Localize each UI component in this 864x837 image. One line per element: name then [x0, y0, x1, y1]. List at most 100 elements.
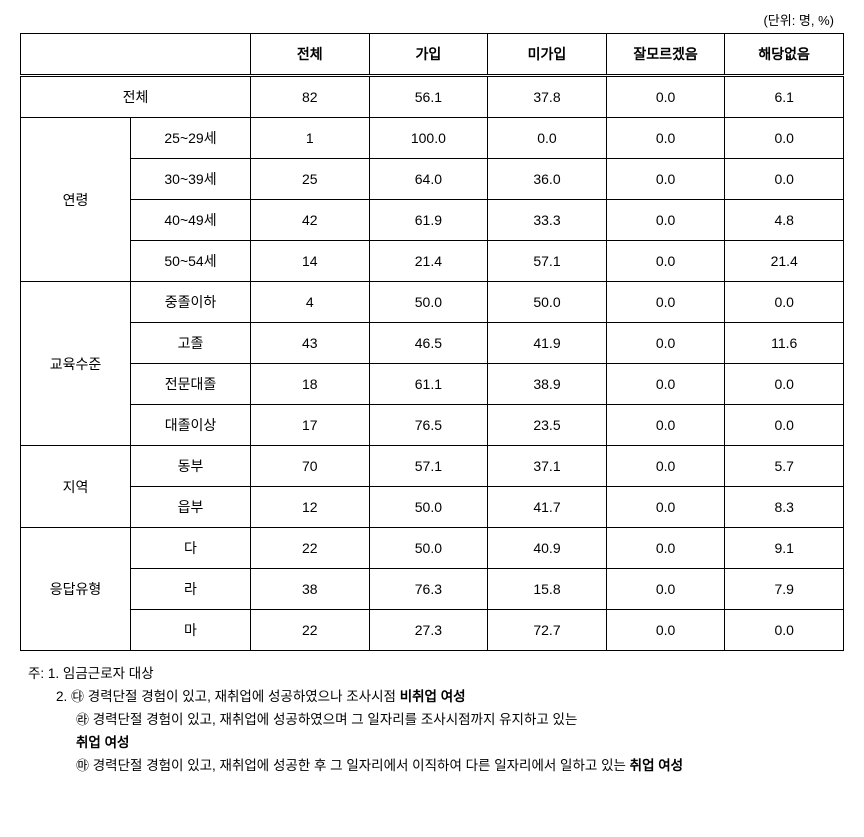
note-prefix: 주: [28, 663, 48, 686]
row-label: 중졸이하 [131, 282, 251, 323]
cell: 38 [251, 569, 370, 610]
cell: 57.1 [369, 446, 488, 487]
table-row: 대졸이상1776.523.50.00.0 [21, 405, 844, 446]
cell: 9.1 [725, 528, 844, 569]
cell: 41.9 [488, 323, 607, 364]
cell: 38.9 [488, 364, 607, 405]
cell: 37.1 [488, 446, 607, 487]
cell: 0.0 [606, 159, 725, 200]
row-label: 고졸 [131, 323, 251, 364]
cell: 0.0 [606, 118, 725, 159]
cell: 0.0 [606, 446, 725, 487]
cell: 0.0 [725, 405, 844, 446]
cell: 27.3 [369, 610, 488, 651]
row-label: 다 [131, 528, 251, 569]
cell: 14 [251, 241, 370, 282]
cell: 7.9 [725, 569, 844, 610]
cell: 50.0 [488, 282, 607, 323]
cell: 43 [251, 323, 370, 364]
table-row: 40~49세4261.933.30.04.8 [21, 200, 844, 241]
cell: 0.0 [606, 241, 725, 282]
cell: 33.3 [488, 200, 607, 241]
row-label: 마 [131, 610, 251, 651]
cell: 0.0 [606, 76, 725, 118]
cell: 0.0 [606, 569, 725, 610]
row-label: 40~49세 [131, 200, 251, 241]
cell: 0.0 [725, 282, 844, 323]
cell: 0.0 [606, 200, 725, 241]
mark-ra-icon: ㉱ [76, 709, 89, 731]
cell: 0.0 [606, 364, 725, 405]
table-row: 전체8256.137.80.06.1 [21, 76, 844, 118]
table-row: 마2227.372.70.00.0 [21, 610, 844, 651]
note-2b: ㉱ 경력단절 경험이 있고, 재취업에 성공하였으며 그 일자리를 조사시점까지… [28, 709, 844, 755]
cell: 72.7 [488, 610, 607, 651]
cell: 76.5 [369, 405, 488, 446]
cell: 25 [251, 159, 370, 200]
cell: 0.0 [606, 323, 725, 364]
mark-ma-icon: ㉲ [76, 755, 89, 777]
cell: 6.1 [725, 76, 844, 118]
cell: 18 [251, 364, 370, 405]
total-label: 전체 [21, 76, 251, 118]
cell: 21.4 [369, 241, 488, 282]
cell: 42 [251, 200, 370, 241]
cell: 0.0 [606, 610, 725, 651]
note-2a-bold: 비취업 여성 [400, 689, 466, 704]
row-label: 30~39세 [131, 159, 251, 200]
cell: 0.0 [725, 159, 844, 200]
header-col4: 잘모르겠음 [606, 34, 725, 76]
data-table: 전체 가입 미가입 잘모르겠음 해당없음 전체8256.137.80.06.1연… [20, 33, 844, 651]
table-row: 라3876.315.80.07.9 [21, 569, 844, 610]
table-row: 30~39세2564.036.00.00.0 [21, 159, 844, 200]
cell: 0.0 [488, 118, 607, 159]
cell: 23.5 [488, 405, 607, 446]
cell: 76.3 [369, 569, 488, 610]
table-row: 지역동부7057.137.10.05.7 [21, 446, 844, 487]
cell: 11.6 [725, 323, 844, 364]
note-1: 주: 1. 임금근로자 대상 [28, 663, 844, 686]
cell: 0.0 [606, 487, 725, 528]
cell: 8.3 [725, 487, 844, 528]
cell: 37.8 [488, 76, 607, 118]
note-2-prefix: 2. [56, 686, 71, 709]
table-row: 50~54세1421.457.10.021.4 [21, 241, 844, 282]
header-row: 전체 가입 미가입 잘모르겠음 해당없음 [21, 34, 844, 76]
cell: 22 [251, 610, 370, 651]
mark-da-icon: ㉰ [71, 686, 84, 708]
unit-label: (단위: 명, %) [20, 10, 844, 29]
cell: 17 [251, 405, 370, 446]
cell: 21.4 [725, 241, 844, 282]
note-2a: 2. ㉰ 경력단절 경험이 있고, 재취업에 성공하였으나 조사시점 비취업 여… [28, 686, 844, 709]
cell: 41.7 [488, 487, 607, 528]
note-2c-bold: 취업 여성 [630, 758, 683, 773]
group-label: 응답유형 [21, 528, 131, 651]
cell: 12 [251, 487, 370, 528]
cell: 15.8 [488, 569, 607, 610]
cell: 50.0 [369, 487, 488, 528]
row-label: 읍부 [131, 487, 251, 528]
note-2b-bold: 취업 여성 [76, 735, 129, 750]
cell: 50.0 [369, 528, 488, 569]
cell: 4.8 [725, 200, 844, 241]
row-label: 50~54세 [131, 241, 251, 282]
cell: 61.9 [369, 200, 488, 241]
group-label: 교육수준 [21, 282, 131, 446]
cell: 50.0 [369, 282, 488, 323]
row-label: 대졸이상 [131, 405, 251, 446]
row-label: 라 [131, 569, 251, 610]
table-row: 고졸4346.541.90.011.6 [21, 323, 844, 364]
row-label: 25~29세 [131, 118, 251, 159]
cell: 22 [251, 528, 370, 569]
cell: 0.0 [725, 118, 844, 159]
cell: 4 [251, 282, 370, 323]
table-row: 교육수준중졸이하450.050.00.00.0 [21, 282, 844, 323]
note-2c-text: 경력단절 경험이 있고, 재취업에 성공한 후 그 일자리에서 이직하여 다른 … [89, 758, 630, 773]
cell: 36.0 [488, 159, 607, 200]
table-row: 응답유형다2250.040.90.09.1 [21, 528, 844, 569]
header-col5: 해당없음 [725, 34, 844, 76]
group-label: 지역 [21, 446, 131, 528]
cell: 61.1 [369, 364, 488, 405]
row-label: 동부 [131, 446, 251, 487]
cell: 0.0 [725, 610, 844, 651]
